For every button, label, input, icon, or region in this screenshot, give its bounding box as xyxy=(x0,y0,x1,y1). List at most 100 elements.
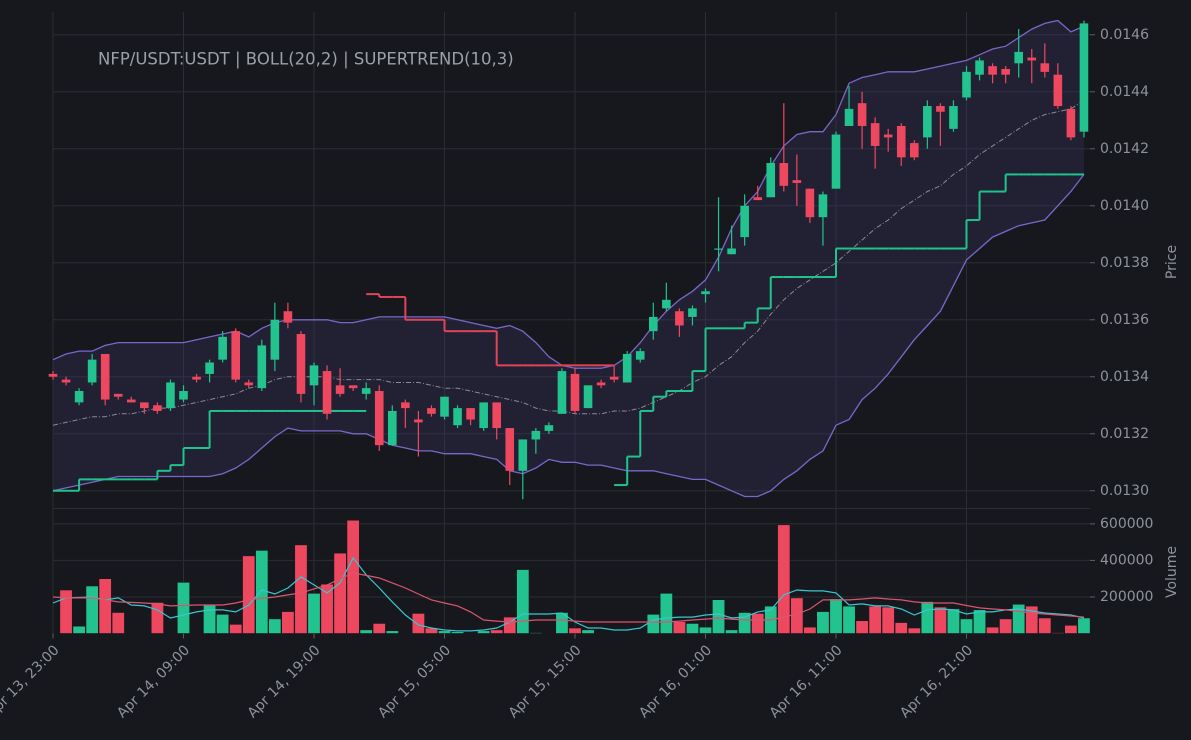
candle-body xyxy=(544,425,554,431)
volume-bar xyxy=(685,623,699,634)
volume-bar xyxy=(242,555,256,634)
candle-body xyxy=(714,248,723,250)
candle-body xyxy=(205,362,214,374)
candle-body xyxy=(988,66,997,75)
volume-bar xyxy=(490,629,504,634)
volume-bar xyxy=(1038,617,1052,634)
volume-bar xyxy=(894,622,908,634)
candle-body xyxy=(831,134,841,189)
candle-body xyxy=(1027,57,1037,61)
volume-axis-label: Volume xyxy=(1164,546,1180,598)
candle-body xyxy=(949,106,958,129)
candle-body xyxy=(440,396,449,417)
volume-bar xyxy=(581,629,595,634)
volume-bar xyxy=(698,626,712,634)
volume-bar xyxy=(385,630,399,634)
volume-bar xyxy=(959,618,973,634)
volume-bar xyxy=(281,611,295,634)
volume-bar xyxy=(72,625,86,634)
candle-body xyxy=(270,319,280,360)
candle-body xyxy=(962,71,971,98)
volume-bar xyxy=(829,598,843,634)
volume-bar xyxy=(999,618,1013,634)
volume-bar xyxy=(111,612,125,634)
candle-body xyxy=(896,125,906,158)
candle-body xyxy=(701,291,710,295)
volume-bar xyxy=(973,609,987,634)
candle-body xyxy=(583,385,593,409)
volume-bar xyxy=(855,620,869,634)
volume-bar xyxy=(333,552,347,634)
candle-body xyxy=(740,205,749,238)
volume-tick-label: 400000 xyxy=(1100,552,1153,568)
candle-body xyxy=(166,382,175,409)
candle-body xyxy=(805,188,815,218)
volume-bar xyxy=(359,629,373,634)
bollinger-middle xyxy=(52,99,1085,426)
chart-title: NFP/USDT:USDT | BOLL(20,2) | SUPERTREND(… xyxy=(98,50,514,69)
volume-bar xyxy=(751,613,765,634)
y-tick-label: 0.0134 xyxy=(1100,369,1149,385)
candle-body xyxy=(427,408,436,414)
candle-body xyxy=(1040,63,1050,72)
volume-tick-label: 600000 xyxy=(1100,516,1153,532)
candle-body xyxy=(857,103,867,126)
volume-bar xyxy=(372,623,386,634)
y-tick-label: 0.0132 xyxy=(1100,426,1149,442)
candle-body xyxy=(883,134,893,138)
y-tick-label: 0.0146 xyxy=(1100,27,1149,43)
candle-body xyxy=(609,376,619,380)
volume-bar xyxy=(59,589,73,634)
candle-body xyxy=(844,108,854,126)
volume-bar xyxy=(437,630,451,634)
y-tick-label: 0.0136 xyxy=(1100,312,1149,328)
volume-bar xyxy=(411,613,425,634)
candle-body xyxy=(466,408,475,420)
candle-body xyxy=(401,402,410,409)
volume-ma-line xyxy=(52,556,1085,632)
candle-body xyxy=(492,402,501,429)
candle-body xyxy=(557,371,567,414)
candle-body xyxy=(975,60,984,75)
candle-body xyxy=(257,345,267,389)
candle-body xyxy=(1053,74,1063,107)
candle-body xyxy=(792,180,802,183)
candle-body xyxy=(596,382,606,386)
candle-body xyxy=(87,359,97,383)
volume-bar xyxy=(1077,617,1091,634)
volume-bar xyxy=(268,618,282,634)
volume-bar xyxy=(529,632,543,634)
volume-bar xyxy=(881,606,895,634)
volume-bar xyxy=(868,605,882,634)
candle-body xyxy=(244,382,254,386)
candle-body xyxy=(61,379,71,383)
candle-body xyxy=(753,197,762,201)
y-tick-label: 0.0138 xyxy=(1100,255,1149,271)
grid xyxy=(52,12,1095,639)
candle-body xyxy=(283,311,293,323)
volume-bar xyxy=(177,582,191,634)
volume-bar xyxy=(346,519,360,634)
volume-bar xyxy=(672,621,686,634)
candle-body xyxy=(531,430,541,440)
candle-body xyxy=(1014,51,1023,64)
candle-body xyxy=(335,385,345,394)
volume-bar xyxy=(659,593,673,634)
volume-bar xyxy=(85,585,99,634)
volume-bar xyxy=(842,605,856,634)
volume-bar xyxy=(712,599,726,634)
candle-body xyxy=(361,388,371,394)
candle-body xyxy=(140,402,149,409)
y-tick-label: 0.0130 xyxy=(1100,483,1149,499)
volume-bar xyxy=(816,611,830,634)
candle-body xyxy=(779,163,789,186)
candle-body xyxy=(113,393,123,397)
volume-bar xyxy=(920,601,934,634)
volume-bar xyxy=(568,627,582,634)
volume-bar xyxy=(933,606,947,634)
volume-bar xyxy=(294,544,308,634)
candle-body xyxy=(348,385,358,389)
candle-body xyxy=(374,391,384,446)
candle-body xyxy=(635,351,645,360)
